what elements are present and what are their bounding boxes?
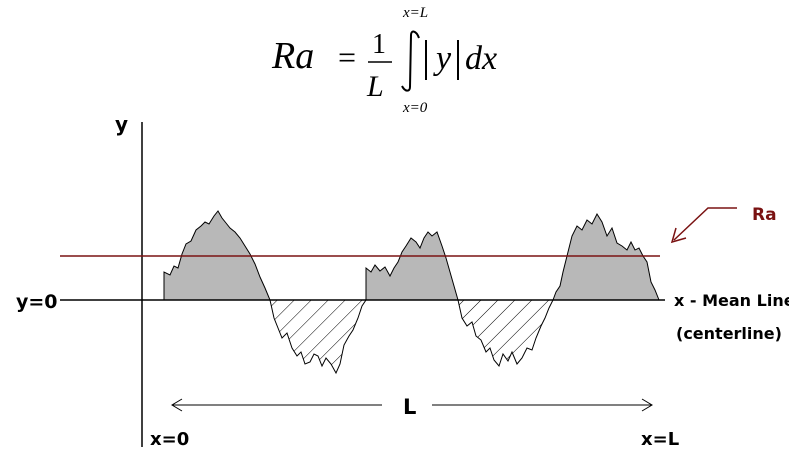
formula-denominator: L (366, 70, 384, 103)
area-above-2 (365, 231, 459, 301)
x-end-label: x=L (641, 429, 679, 450)
centerline-label: (centerline) (676, 324, 782, 343)
y-zero-label: y=0 (16, 291, 58, 313)
formula-upper-limit: x=L (402, 5, 428, 21)
ra-formula: Ra = 1 L x=L x=0 y dx (271, 5, 497, 116)
formula-numerator: 1 (372, 29, 386, 60)
arrowhead-left-icon (171, 398, 183, 412)
formula-lower-limit: x=0 (402, 100, 428, 116)
length-dimension (171, 398, 653, 412)
area-below-1 (269, 299, 367, 375)
profile-areas (163, 210, 660, 375)
area-below-2 (457, 299, 554, 368)
length-label: L (403, 395, 416, 419)
mean-line-label: x - Mean Line (674, 291, 789, 310)
ra-label: Ra (752, 205, 777, 225)
formula-integrand: y (433, 40, 452, 77)
formula-lhs: Ra (271, 35, 314, 77)
integral-sign-icon (401, 30, 420, 92)
x-start-label: x=0 (150, 429, 189, 450)
ra-arrow-icon (670, 207, 737, 244)
arrowhead-right-icon (641, 398, 653, 412)
formula-equals: = (338, 39, 356, 75)
formula-differential: dx (465, 40, 497, 77)
area-above-3 (552, 212, 660, 301)
y-axis-label: y (115, 112, 128, 136)
